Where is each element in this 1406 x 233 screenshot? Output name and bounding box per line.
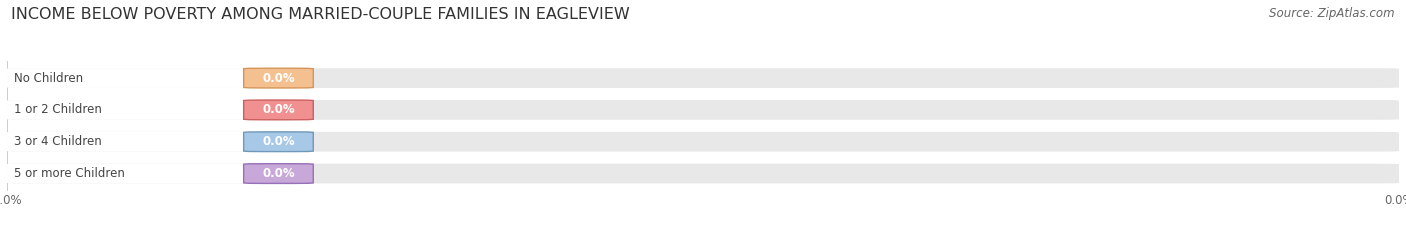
FancyBboxPatch shape bbox=[7, 164, 1399, 183]
Text: 5 or more Children: 5 or more Children bbox=[14, 167, 125, 180]
Text: Source: ZipAtlas.com: Source: ZipAtlas.com bbox=[1270, 7, 1395, 20]
FancyBboxPatch shape bbox=[243, 68, 314, 88]
FancyBboxPatch shape bbox=[243, 132, 314, 152]
Text: 0.0%: 0.0% bbox=[262, 72, 295, 85]
FancyBboxPatch shape bbox=[7, 132, 1399, 152]
FancyBboxPatch shape bbox=[7, 68, 1399, 88]
Text: INCOME BELOW POVERTY AMONG MARRIED-COUPLE FAMILIES IN EAGLEVIEW: INCOME BELOW POVERTY AMONG MARRIED-COUPL… bbox=[11, 7, 630, 22]
Text: 0.0%: 0.0% bbox=[262, 167, 295, 180]
Text: 1 or 2 Children: 1 or 2 Children bbox=[14, 103, 101, 116]
FancyBboxPatch shape bbox=[7, 68, 307, 88]
FancyBboxPatch shape bbox=[7, 100, 307, 120]
Text: 3 or 4 Children: 3 or 4 Children bbox=[14, 135, 101, 148]
FancyBboxPatch shape bbox=[243, 164, 314, 183]
Text: No Children: No Children bbox=[14, 72, 83, 85]
Text: 0.0%: 0.0% bbox=[262, 103, 295, 116]
FancyBboxPatch shape bbox=[243, 100, 314, 120]
Text: 0.0%: 0.0% bbox=[262, 135, 295, 148]
FancyBboxPatch shape bbox=[7, 164, 307, 183]
FancyBboxPatch shape bbox=[7, 100, 1399, 120]
FancyBboxPatch shape bbox=[7, 132, 307, 152]
